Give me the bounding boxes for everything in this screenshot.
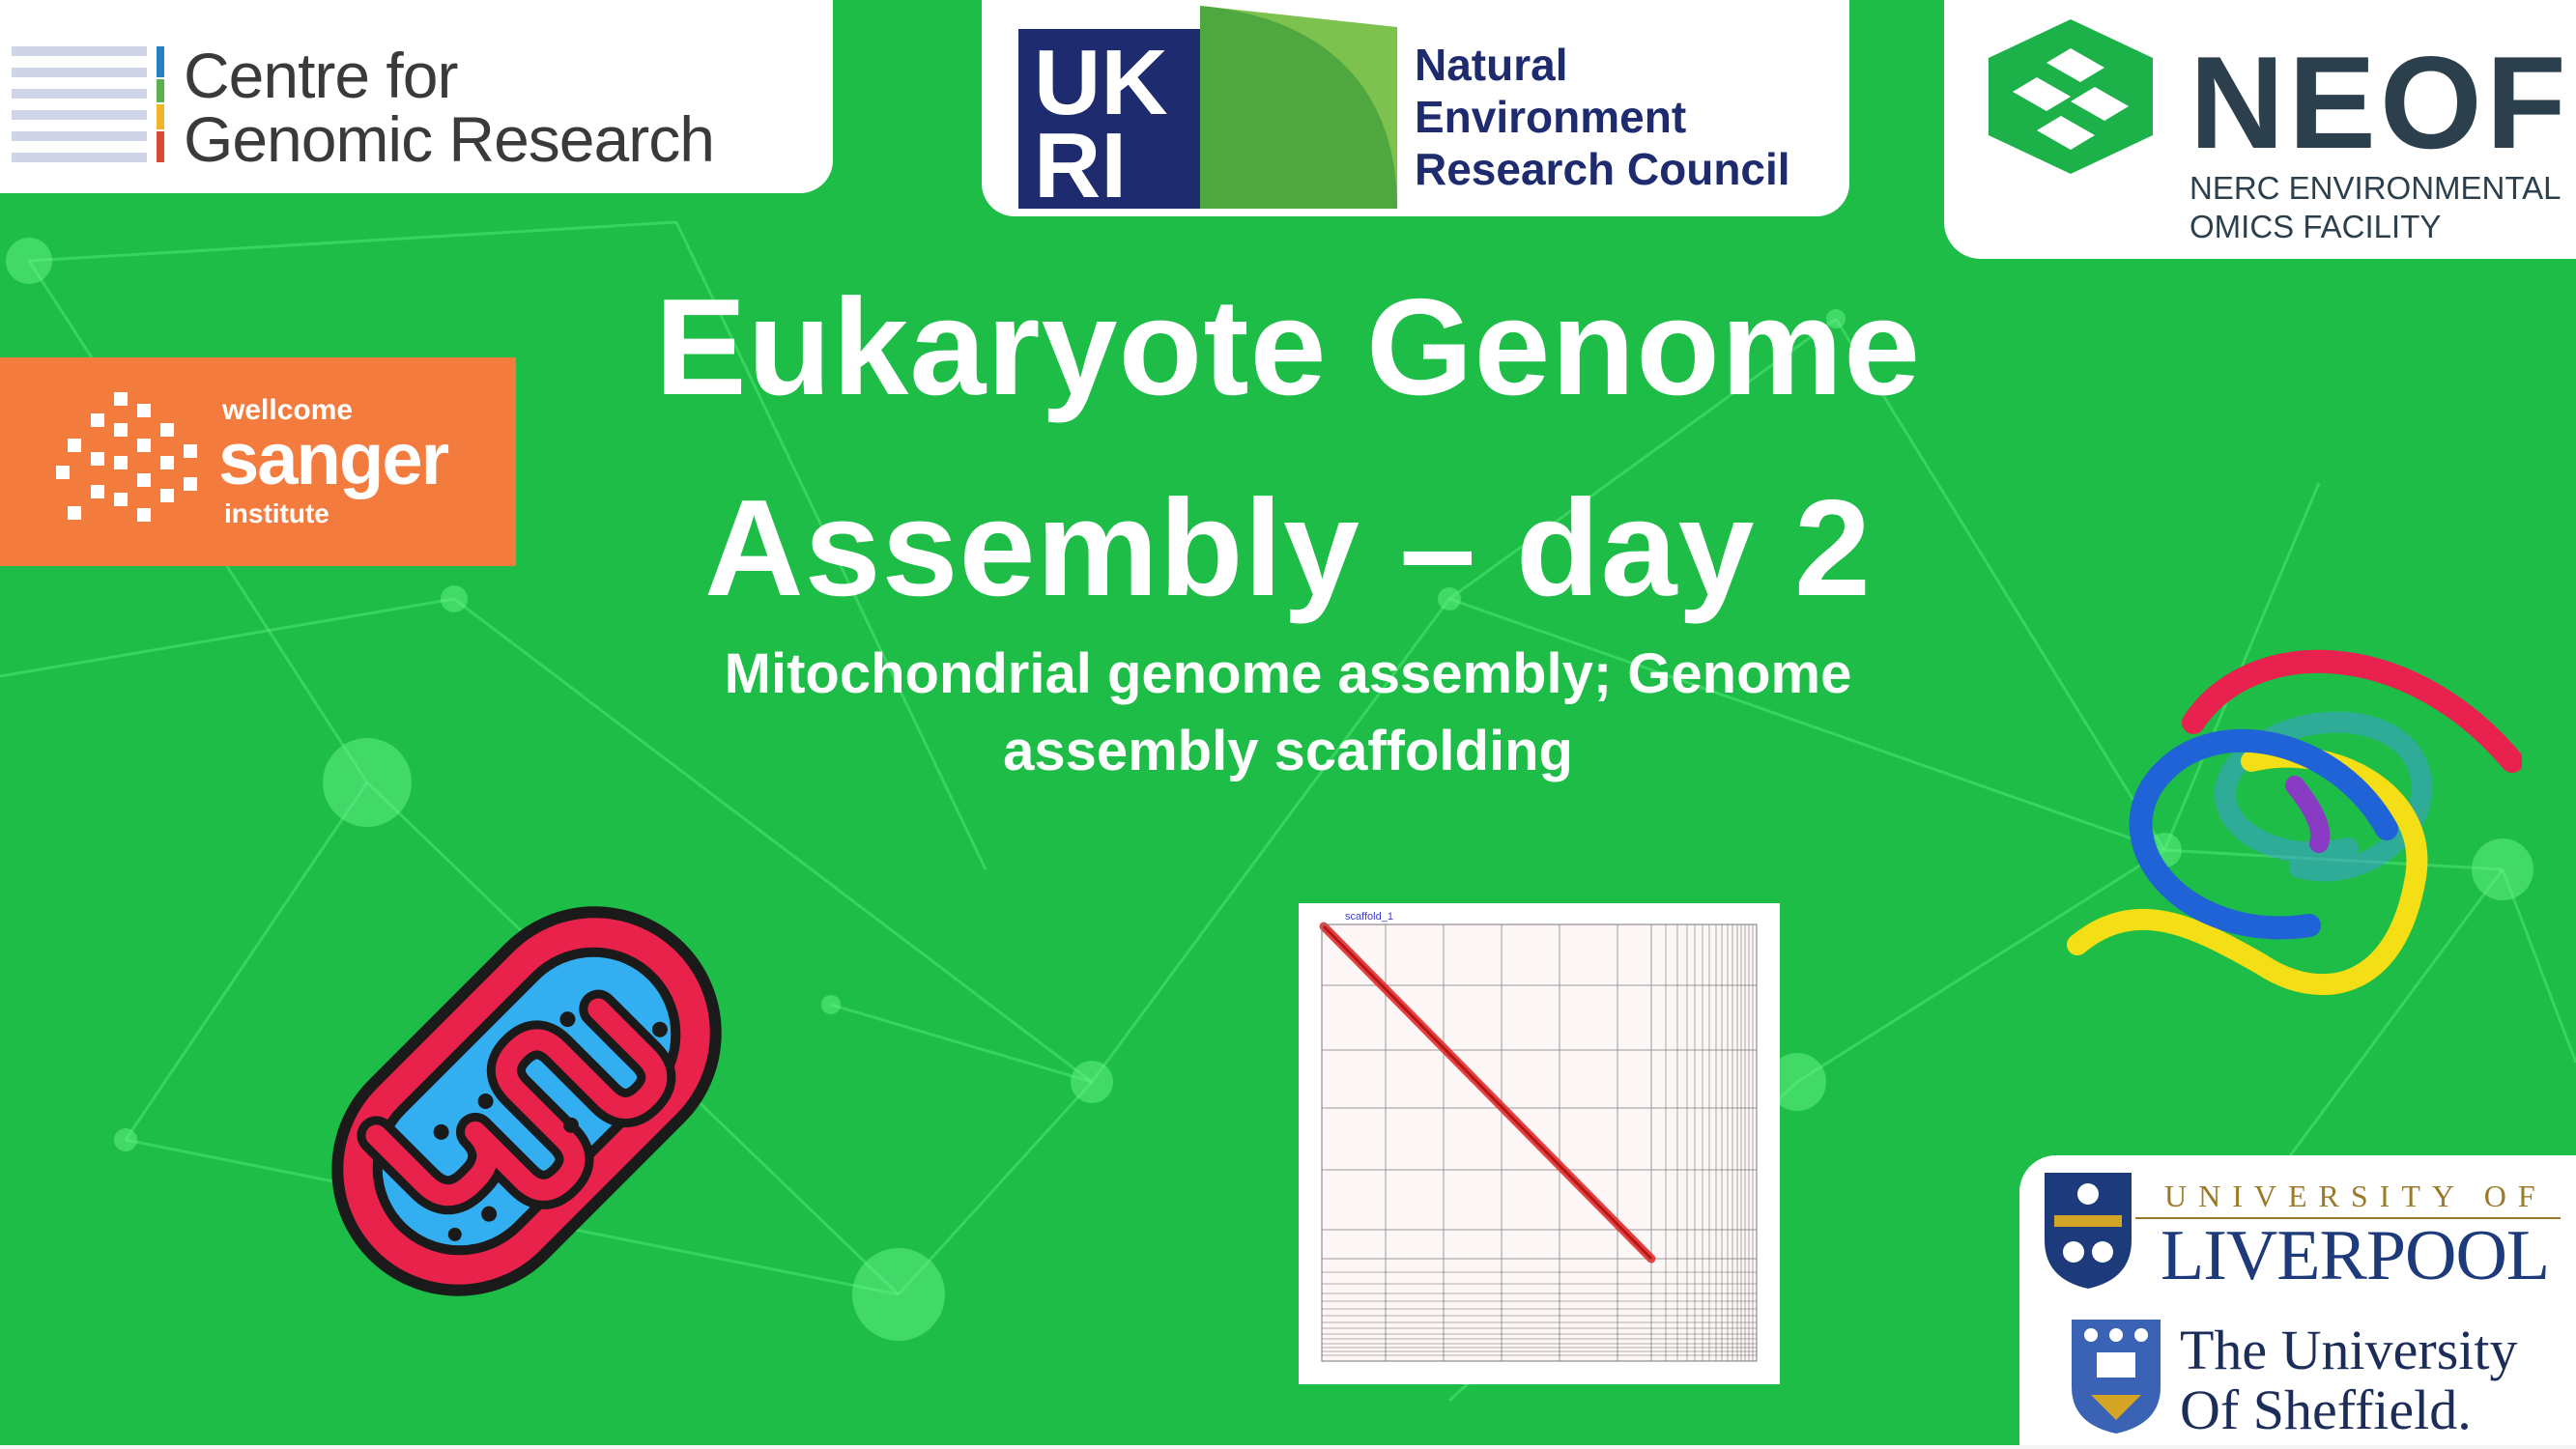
universities-logo: UNIVERSITY OF LIVERPOOL The University O…: [2019, 1155, 2576, 1449]
neof-logo: NEOF NERC ENVIRONMENTAL OMICS FACILITY: [1944, 0, 2576, 259]
cgr-line2: Genomic Research: [184, 103, 715, 175]
hic-map-label: scaffold_1: [1345, 911, 1393, 923]
svg-text:UK: UK: [1034, 31, 1168, 134]
slide-subtitle-line2: assembly scaffolding: [1003, 720, 1573, 782]
slide-title-line1: Eukaryote Genome: [654, 270, 1922, 424]
nerc-logo: UK RI Natural Environment Research Counc…: [982, 0, 1849, 216]
cgr-logo: Centre for Genomic Research: [0, 0, 833, 193]
hic-contact-map: scaffold_1: [1299, 903, 1780, 1384]
bottom-border: [0, 1445, 2576, 1449]
nerc-line2: Environment: [1415, 92, 1687, 142]
cgr-stripes-icon: [12, 46, 164, 162]
svg-text:RI: RI: [1034, 114, 1127, 209]
mitochondrion-icon: [331, 906, 722, 1296]
neof-name: NEOF: [2190, 29, 2570, 176]
sanger-logo: wellcome sanger institute: [0, 357, 516, 566]
chromosome-strands-icon: [2067, 649, 2522, 996]
sanger-institute-text: institute: [224, 498, 329, 528]
sheffield-line2: Of Sheffield.: [2180, 1378, 2472, 1441]
slide-subtitle-line1: Mitochondrial genome assembly; Genome: [724, 642, 1852, 705]
neof-subtitle-line2: OMICS FACILITY: [2190, 209, 2442, 244]
nerc-line1: Natural: [1415, 40, 1568, 90]
liverpool-rule: [2135, 1217, 2561, 1219]
sanger-dots-icon: [56, 392, 197, 522]
liverpool-name: LIVERPOOL: [2161, 1216, 2550, 1295]
hic-map-plot: [1319, 922, 1758, 1362]
neof-subtitle-line1: NERC ENVIRONMENTAL: [2190, 170, 2562, 206]
ukri-mark-icon: UK RI: [1018, 6, 1397, 209]
sanger-wellcome-text: wellcome: [222, 394, 354, 426]
slide-title-line2: Assembly – day 2: [704, 471, 1872, 625]
liverpool-sub: UNIVERSITY OF: [2164, 1179, 2547, 1213]
cgr-line1: Centre for: [184, 40, 458, 111]
liverpool-crest-icon: [2045, 1173, 2132, 1289]
nerc-line3: Research Council: [1415, 144, 1790, 194]
sheffield-line1: The University: [2180, 1319, 2518, 1381]
neof-mark-icon: [1989, 19, 2153, 174]
sanger-name: sanger: [218, 418, 449, 500]
sheffield-crest-icon: [2072, 1320, 2161, 1434]
